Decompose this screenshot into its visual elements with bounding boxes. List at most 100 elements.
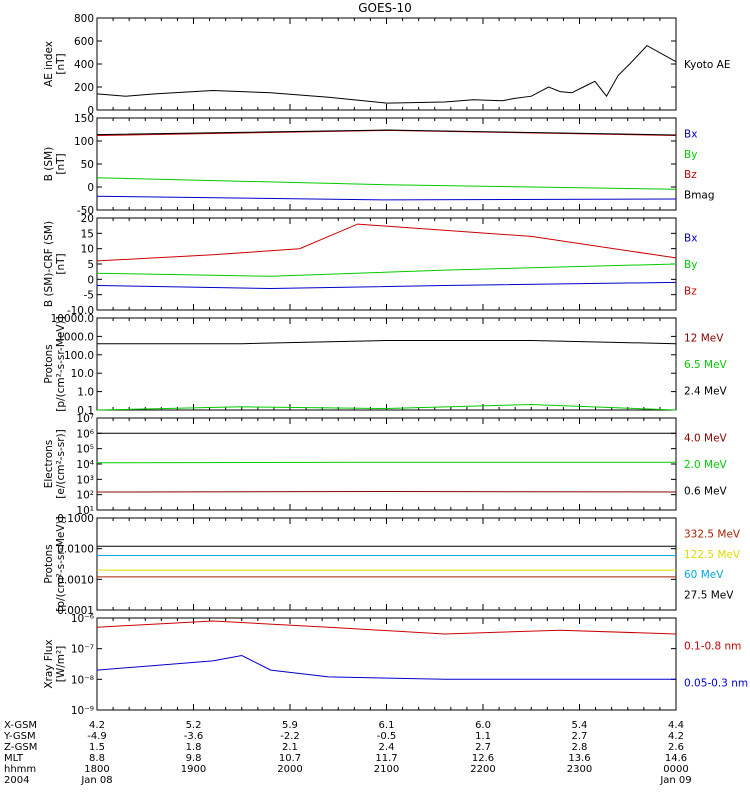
legend-entry: 332.5 MeV <box>684 528 741 540</box>
legend-entry: 27.5 MeV <box>684 590 734 602</box>
y-tick-label: 150 <box>74 113 94 125</box>
y-tick-label: 20 <box>81 213 94 225</box>
series-line-4-0-mev <box>96 490 677 493</box>
y-tick-label: 200 <box>74 82 94 94</box>
panel-frame <box>96 517 677 611</box>
y-tick-label: 1.0 <box>77 387 94 399</box>
x-row-label: 2004 <box>4 775 29 786</box>
x-tick-label: 5.4 <box>572 720 588 731</box>
x-tick-label: 2100 <box>374 764 399 775</box>
panel-4: 0.1 1.0 10.0 100.0 1000.0 10000.0 Protons [p/(c… <box>43 313 728 417</box>
legend-entry: Bmag <box>684 190 715 202</box>
y-axis-label: Protons <box>43 344 55 383</box>
x-tick-label: 1.8 <box>186 742 202 753</box>
x-row-label: X-GSM <box>4 720 37 731</box>
y-tick-label: 10⁵ <box>76 444 94 456</box>
y-tick-label: -5 <box>84 290 94 302</box>
x-row-label: MLT <box>4 753 24 764</box>
y-tick-label: 0.1000 <box>57 513 94 525</box>
y-tick-label: 5 <box>87 259 94 271</box>
series-line-bmag <box>96 129 677 136</box>
x-tick-label: 4.2 <box>668 731 684 742</box>
legend-entry: Bz <box>684 285 697 297</box>
y-tick-label: 10⁴ <box>76 459 94 471</box>
x-tick-label: -2.2 <box>280 731 300 742</box>
panel-3: -10.0 -5 0 5 10 15 20 B (SM)-CRF (SM) [nT] Bx By Bz <box>43 213 697 317</box>
y-axis-label: [e/(cm²-s-sr)] <box>55 429 67 498</box>
y-axis-label: [p/(cm²-s-sr-MeV)] <box>55 516 67 611</box>
x-tick-label: 2.7 <box>475 742 491 753</box>
y-tick-label: -50 <box>77 205 94 217</box>
y-tick-label: 10⁶ <box>76 428 94 440</box>
y-tick-label: 100 <box>74 136 94 148</box>
legend-entry: 4.0 MeV <box>684 433 728 445</box>
legend-entry: Bz <box>684 169 697 181</box>
legend-entry: Bx <box>684 233 697 245</box>
y-tick-label: -10.0 <box>67 305 94 317</box>
x-tick-label: 9.8 <box>186 753 202 764</box>
x-tick-label: 2.7 <box>572 731 588 742</box>
legend-entry: Kyoto AE <box>684 59 730 71</box>
y-tick-label: 10⁻⁷ <box>71 644 94 656</box>
y-axis-label: AE index <box>43 41 55 87</box>
x-tick-label: 6.1 <box>379 720 395 731</box>
legend-entry: By <box>684 259 697 271</box>
x-tick-label: -4.9 <box>87 731 107 742</box>
y-tick-label: 0 <box>87 274 94 286</box>
x-tick-label: 13.6 <box>568 753 590 764</box>
y-tick-label: 50 <box>81 159 94 171</box>
y-tick-label: 10⁻⁶ <box>71 613 94 625</box>
series-line-bz <box>96 223 677 262</box>
y-tick-label: 10² <box>76 490 94 502</box>
legend-entry: 0.1-0.8 nm <box>684 641 741 653</box>
chart-title: GOES-10 <box>358 1 412 15</box>
x-tick-label: 2.8 <box>572 742 588 753</box>
x-tick-label: 1.1 <box>475 731 491 742</box>
panel-frame <box>96 317 677 411</box>
y-tick-label: 10⁻⁹ <box>71 705 94 717</box>
legend-entry: 0.6 MeV <box>684 485 728 497</box>
x-tick-label: 5.2 <box>186 720 202 731</box>
y-axis-label: B (SM)-CRF (SM) <box>43 221 55 307</box>
y-tick-label: 0.1 <box>77 405 94 417</box>
y-axis-label: [p/(cm²-s-sr-MeV)] <box>55 316 67 411</box>
x-row-label: Y-GSM <box>3 731 36 742</box>
x-tick-label: -3.6 <box>184 731 204 742</box>
x-tick-label: 11.7 <box>375 753 397 764</box>
series-line-2-4-mev <box>97 340 677 345</box>
y-tick-label: 10 <box>81 244 94 256</box>
panel-frame <box>96 117 677 211</box>
y-tick-label: 1000.0 <box>57 331 94 343</box>
y-tick-label: 0.0001 <box>57 605 94 617</box>
legend-entry: By <box>684 149 697 161</box>
x-row-label: Z-GSM <box>4 742 37 753</box>
y-tick-label: 15 <box>81 228 94 240</box>
x-tick-label: 0000 <box>663 764 688 775</box>
x-tick-label: 2300 <box>567 764 592 775</box>
series-line-0-1-0-8-nm <box>96 620 677 635</box>
panel-5: 10¹ 10² 10³ 10⁴ 10⁵ 10⁶ 10⁷ Electrons [e/(cm²-s-… <box>43 413 728 517</box>
y-axis-label: Protons <box>43 544 55 583</box>
y-tick-label: 0.0010 <box>57 574 94 586</box>
panel-6: 0.0001 0.0010 0.0100 0.1000 Protons [p/(cm²-s… <box>43 513 741 617</box>
x-tick-label: 8.8 <box>89 753 105 764</box>
x-tick-label: 6.0 <box>475 720 491 731</box>
y-tick-label: 800 <box>74 13 94 25</box>
y-tick-label: 10000.0 <box>51 313 94 325</box>
x-tick-label: 2.4 <box>379 742 395 753</box>
y-tick-label: 0 <box>87 105 94 117</box>
y-tick-label: 10.0 <box>71 368 94 380</box>
legend-entry: 122.5 MeV <box>684 549 741 561</box>
legend-entry: Bx <box>684 128 697 140</box>
x-tick-label: 14.6 <box>665 753 687 764</box>
panel-frame <box>96 217 677 311</box>
series-line-by <box>96 263 677 277</box>
series-line-bx <box>96 195 677 201</box>
x-tick-label: 2000 <box>277 764 302 775</box>
y-tick-label: 10⁷ <box>76 413 94 425</box>
y-axis-label: [nT] <box>55 253 67 274</box>
panel-frame <box>96 17 677 111</box>
series-line-bx <box>96 281 677 290</box>
